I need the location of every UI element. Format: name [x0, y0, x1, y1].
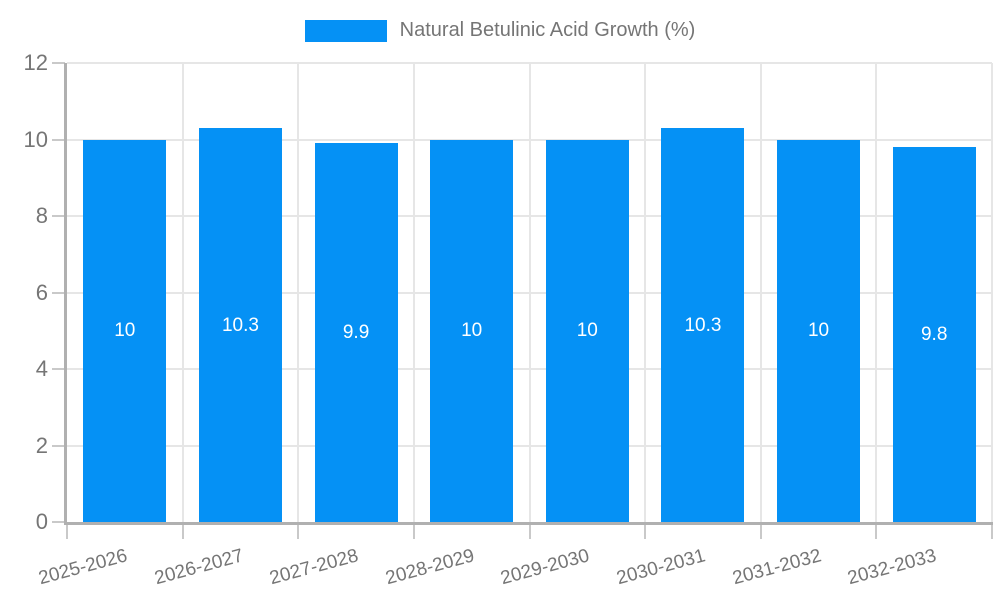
y-axis-tick-label: 2 — [35, 432, 48, 458]
gridline-vertical — [875, 63, 878, 522]
gridline-vertical — [644, 63, 647, 522]
x-axis-tick — [875, 525, 878, 539]
x-axis-line — [64, 522, 993, 525]
x-axis-tick — [66, 525, 68, 539]
y-axis-tick — [52, 444, 65, 447]
y-axis-tick-label: 0 — [35, 509, 48, 534]
bar-value-label: 10 — [807, 320, 830, 342]
bar-value-label: 10 — [576, 320, 598, 342]
bar[interactable]: 10 — [430, 139, 514, 522]
bar-value-label: 10.3 — [221, 314, 259, 336]
y-axis-tick-label: 10 — [23, 126, 48, 152]
x-axis-tick-label: 2032-2033 — [845, 545, 939, 590]
x-axis-tick — [412, 525, 415, 539]
bar[interactable]: 9.9 — [314, 143, 398, 522]
x-axis-tick-label: 2031-2032 — [730, 545, 824, 590]
legend-swatch — [304, 19, 387, 42]
legend-label: Natural Betulinic Acid Growth (%) — [399, 19, 696, 41]
x-axis-tick-label: 2030-2031 — [614, 545, 708, 590]
bar-value-label: 10 — [114, 320, 136, 342]
y-axis-tick — [52, 62, 65, 64]
bar[interactable]: 10.3 — [198, 128, 282, 522]
x-axis-tick-label: 2029-2030 — [498, 545, 593, 590]
x-axis-tick-label: 2025-2026 — [36, 545, 130, 590]
bar[interactable]: 10 — [83, 139, 167, 522]
y-axis-tick-label: 12 — [23, 50, 48, 75]
bar[interactable]: 10 — [545, 139, 629, 522]
x-axis-tick — [528, 525, 531, 539]
bar[interactable]: 10.3 — [661, 128, 745, 522]
bar-value-label: 9.9 — [342, 322, 370, 344]
bar-value-label: 10.3 — [684, 314, 722, 336]
y-axis-tick-label: 6 — [35, 279, 48, 305]
y-axis-tick-label: 4 — [35, 356, 48, 381]
gridline-vertical — [991, 63, 993, 522]
x-axis-tick — [644, 525, 647, 539]
bar[interactable]: 9.8 — [892, 147, 976, 522]
gridline-vertical — [181, 63, 184, 522]
gridline-vertical — [412, 63, 415, 522]
gridline-vertical — [528, 63, 531, 522]
y-axis-tick — [52, 368, 65, 370]
x-axis-tick-label: 2027-2028 — [267, 545, 361, 590]
x-axis-tick-label: 2028-2029 — [383, 545, 477, 590]
bar-value-label: 10 — [461, 320, 483, 342]
bar-value-label: 9.8 — [920, 324, 948, 346]
x-axis-tick — [991, 525, 993, 539]
x-axis-tick — [759, 525, 762, 539]
x-axis-tick-label: 2026-2027 — [151, 545, 246, 590]
y-axis-tick — [52, 215, 65, 217]
gridline-vertical — [297, 63, 300, 522]
x-axis-tick — [181, 525, 184, 539]
y-axis-tick — [52, 138, 65, 141]
gridline-vertical — [759, 63, 762, 522]
y-axis-tick — [52, 521, 65, 523]
y-axis-line — [64, 63, 67, 525]
x-axis-tick — [297, 525, 300, 539]
y-axis-tick — [52, 291, 65, 294]
bar[interactable]: 10 — [777, 139, 861, 522]
y-axis-tick-label: 8 — [35, 203, 48, 228]
legend[interactable]: Natural Betulinic Acid Growth (%) — [0, 19, 1000, 42]
